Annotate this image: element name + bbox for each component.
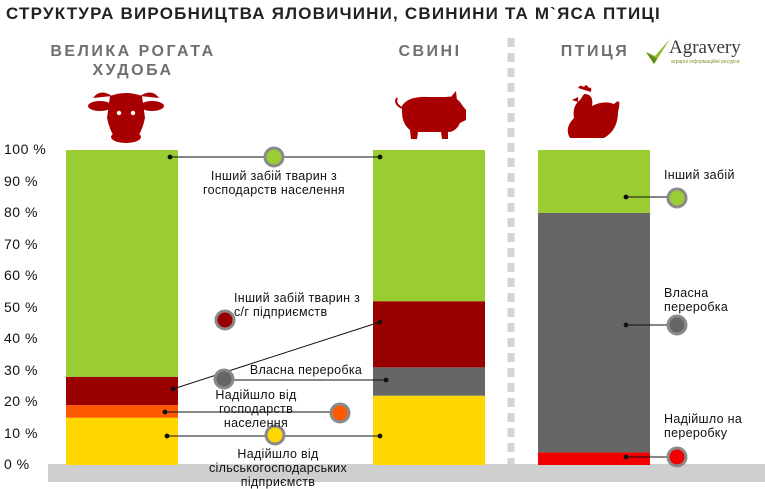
label-other-agri: Інший забій тварин з с/г підприємств — [234, 291, 361, 319]
leader-dot — [377, 433, 383, 439]
column-header-poultry: ПТИЦЯ — [560, 43, 630, 60]
y-tick-label: 90 % — [4, 172, 38, 189]
label-from-agri: Надійшло від сільськогосподарських підпр… — [208, 447, 348, 489]
leader-dot — [170, 386, 176, 392]
y-tick-label: 30 % — [4, 361, 38, 378]
y-tick-label: 40 % — [4, 330, 38, 346]
bar-segment — [66, 150, 178, 377]
leader-dot — [623, 322, 629, 328]
y-tick-label: 60 % — [4, 267, 38, 283]
leader-dot — [162, 409, 168, 415]
leader-dot — [377, 154, 383, 160]
stacked-bars — [66, 150, 650, 465]
leader-dot — [377, 319, 383, 325]
logo-subtitle: аграрні інформаційні ресурси — [671, 59, 740, 65]
color-marker — [666, 314, 688, 336]
leader-dot — [167, 154, 173, 160]
leader-dot — [623, 454, 629, 460]
color-marker — [329, 402, 351, 424]
y-tick-label: 20 % — [4, 393, 38, 409]
bar-segment — [373, 395, 485, 465]
y-tick-label: 80 % — [4, 204, 38, 220]
chart-floor — [48, 464, 765, 482]
pig-icon — [395, 91, 466, 139]
label-poultry-other: Інший забій — [664, 168, 735, 182]
agravery-logo: Agravery аграрні інформаційні ресурси — [643, 36, 765, 70]
color-marker — [263, 146, 285, 168]
y-tick-label: 100 % — [4, 141, 47, 157]
leader-dot — [623, 194, 629, 200]
label-poultry-received: Надійшло на переробку — [664, 412, 743, 440]
segment-markers — [162, 146, 688, 468]
color-marker — [264, 424, 286, 446]
chart-title: СТРУКТУРА ВИРОБНИЦТВА ЯЛОВИЧИНИ, СВИНИНИ… — [6, 4, 661, 23]
bar-segment — [66, 417, 178, 465]
color-marker — [666, 446, 688, 468]
logo-text: Agravery — [669, 37, 741, 58]
check-mark-icon — [646, 39, 670, 64]
bar-segment — [538, 452, 650, 465]
label-from-households: Надійшло від господарств населення — [215, 388, 297, 430]
bar-segment — [373, 150, 485, 302]
color-marker — [214, 309, 236, 331]
y-tick-label: 50 % — [4, 298, 38, 315]
cow-head-icon — [88, 92, 164, 143]
hen-icon — [567, 85, 620, 138]
leader-line — [172, 321, 381, 390]
color-marker — [213, 368, 235, 390]
leader-dot — [383, 377, 389, 383]
color-marker — [666, 187, 688, 209]
bar-segment — [538, 213, 650, 453]
y-tick-label: 10 % — [4, 424, 38, 441]
bar-segment — [538, 150, 650, 213]
bar-segment — [373, 301, 485, 368]
bar-segment — [66, 405, 178, 418]
bar-segment — [373, 367, 485, 396]
y-tick-label: 0 % — [4, 456, 30, 472]
column-header-pigs: СВИНІ — [398, 43, 462, 60]
label-other-households: Інший забій тварин з господарств населен… — [203, 169, 345, 197]
label-own-processing: Власна переробка — [249, 363, 363, 377]
column-header-cattle: ВЕЛИКА РОГАТА ХУДОБА — [50, 43, 216, 79]
leader-dot — [164, 433, 170, 439]
label-poultry-own: Власна переробка — [664, 286, 729, 314]
bar-segment — [66, 376, 178, 406]
y-tick-label: 70 % — [4, 235, 38, 252]
